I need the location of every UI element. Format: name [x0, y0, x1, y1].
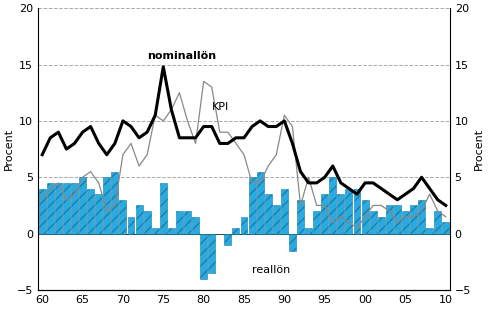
Bar: [63, 183, 70, 234]
Bar: [426, 228, 433, 234]
Bar: [55, 183, 62, 234]
Y-axis label: Procent: Procent: [474, 128, 484, 170]
Bar: [176, 211, 183, 234]
Bar: [120, 200, 126, 234]
Bar: [418, 200, 425, 234]
Bar: [273, 205, 280, 234]
Bar: [152, 228, 159, 234]
Bar: [354, 188, 361, 234]
Bar: [410, 205, 417, 234]
Text: reallön: reallön: [252, 265, 290, 275]
Bar: [111, 171, 118, 234]
Bar: [329, 177, 336, 234]
Bar: [321, 194, 328, 234]
Bar: [305, 228, 312, 234]
Bar: [297, 200, 304, 234]
Bar: [168, 228, 175, 234]
Bar: [394, 205, 401, 234]
Bar: [127, 217, 134, 234]
Bar: [241, 217, 247, 234]
Text: nominallön: nominallön: [147, 51, 216, 61]
Bar: [87, 188, 94, 234]
Bar: [208, 234, 215, 273]
Bar: [265, 194, 272, 234]
Bar: [346, 188, 352, 234]
Bar: [313, 211, 320, 234]
Bar: [200, 234, 207, 279]
Text: KPI: KPI: [212, 102, 229, 112]
Bar: [71, 183, 78, 234]
Bar: [136, 205, 142, 234]
Bar: [184, 211, 191, 234]
Bar: [249, 177, 256, 234]
Bar: [143, 211, 151, 234]
Bar: [281, 188, 288, 234]
Bar: [232, 228, 239, 234]
Bar: [257, 171, 264, 234]
Bar: [95, 194, 102, 234]
Bar: [362, 200, 368, 234]
Y-axis label: Procent: Procent: [4, 128, 14, 170]
Bar: [434, 211, 441, 234]
Bar: [192, 217, 199, 234]
Bar: [402, 211, 409, 234]
Bar: [79, 177, 86, 234]
Bar: [47, 183, 54, 234]
Bar: [289, 234, 296, 251]
Bar: [442, 222, 449, 234]
Bar: [378, 217, 385, 234]
Bar: [160, 183, 167, 234]
Bar: [39, 188, 46, 234]
Bar: [224, 234, 231, 245]
Bar: [103, 177, 110, 234]
Bar: [337, 194, 345, 234]
Bar: [370, 211, 377, 234]
Bar: [386, 205, 393, 234]
